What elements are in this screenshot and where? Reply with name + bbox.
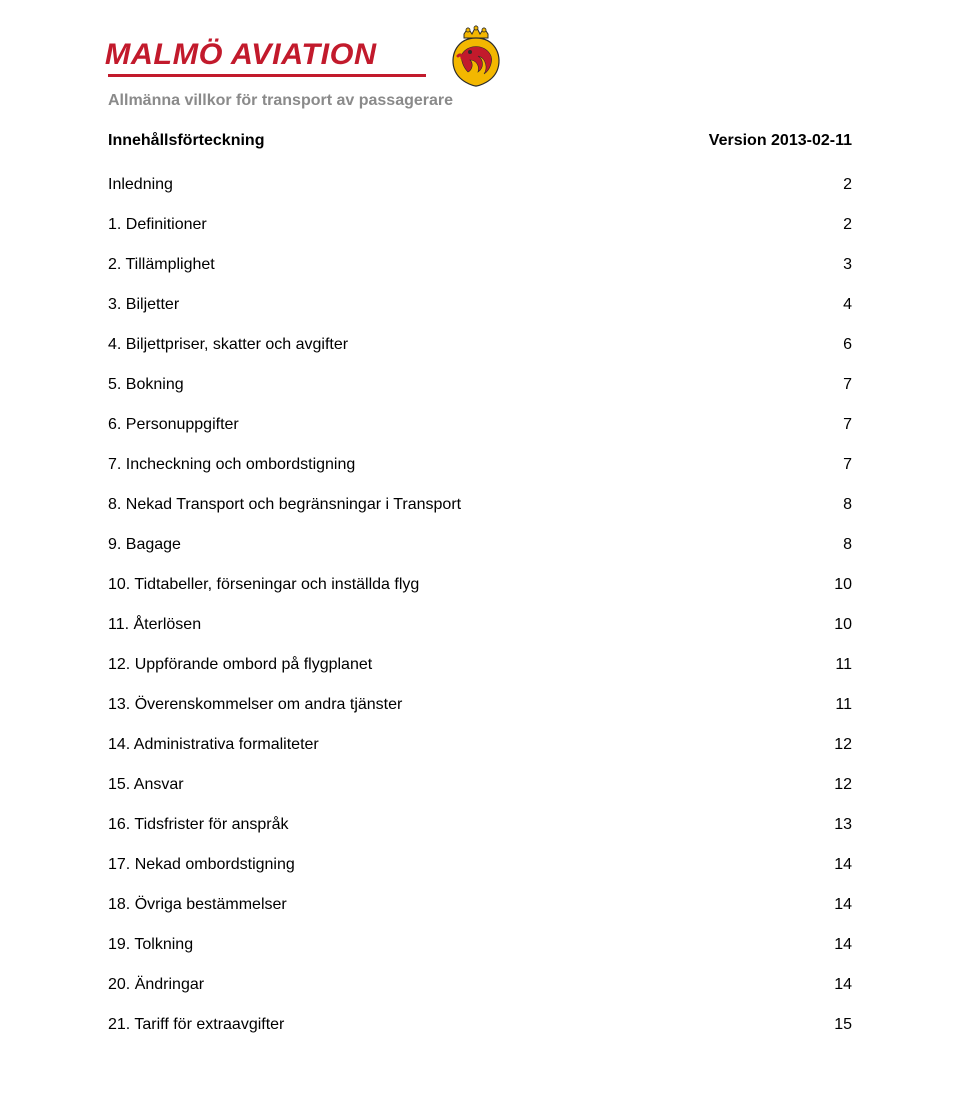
- toc-entry-page: 13: [834, 816, 852, 834]
- toc-entry-page: 8: [843, 536, 852, 554]
- toc-entry-label: 3. Biljetter: [108, 296, 179, 314]
- toc-row: 16. Tidsfrister för anspråk 13: [108, 816, 852, 834]
- toc-row: Inledning 2: [108, 176, 852, 194]
- toc-entry-page: 14: [834, 976, 852, 994]
- toc-entry-page: 7: [843, 456, 852, 474]
- toc-entry-label: 7. Incheckning och ombordstigning: [108, 456, 355, 474]
- toc-entry-page: 4: [843, 296, 852, 314]
- toc-row: 19. Tolkning 14: [108, 936, 852, 954]
- toc-entry-page: 7: [843, 376, 852, 394]
- toc-row: 4. Biljettpriser, skatter och avgifter 6: [108, 336, 852, 354]
- toc-entry-label: 16. Tidsfrister för anspråk: [108, 816, 289, 834]
- brand-wordmark-block: MALMÖ AVIATION: [108, 40, 426, 77]
- toc-row: 14. Administrativa formaliteter 12: [108, 736, 852, 754]
- toc-entry-label: 6. Personuppgifter: [108, 416, 239, 434]
- toc-row: 12. Uppförande ombord på flygplanet 11: [108, 656, 852, 674]
- toc-entry-label: 1. Definitioner: [108, 216, 207, 234]
- toc-row: 11. Återlösen 10: [108, 616, 852, 634]
- toc-entry-page: 3: [843, 256, 852, 274]
- toc-row: 13. Överenskommelser om andra tjänster 1…: [108, 696, 852, 714]
- toc-row: 18. Övriga bestämmelser 14: [108, 896, 852, 914]
- brand-header: MALMÖ AVIATION: [108, 40, 852, 88]
- toc-entry-page: 6: [843, 336, 852, 354]
- toc-title: Innehållsförteckning: [108, 132, 264, 150]
- toc-entry-page: 14: [834, 936, 852, 954]
- toc-entry-label: Inledning: [108, 176, 173, 194]
- toc-row: 20. Ändringar 14: [108, 976, 852, 994]
- toc-entry-label: 8. Nekad Transport och begränsningar i T…: [108, 496, 461, 514]
- toc-entry-label: 11. Återlösen: [108, 616, 201, 634]
- toc-entry-label: 4. Biljettpriser, skatter och avgifter: [108, 336, 348, 354]
- toc-row: 17. Nekad ombordstigning 14: [108, 856, 852, 874]
- toc-header-row: Innehållsförteckning Version 2013-02-11: [108, 132, 852, 150]
- toc-entry-label: 18. Övriga bestämmelser: [108, 896, 287, 914]
- toc-entry-label: 12. Uppförande ombord på flygplanet: [108, 656, 372, 674]
- toc-entry-label: 9. Bagage: [108, 536, 181, 554]
- toc-entry-page: 14: [834, 856, 852, 874]
- toc-entry-label: 21. Tariff för extraavgifter: [108, 1016, 284, 1034]
- toc-entry-label: 17. Nekad ombordstigning: [108, 856, 295, 874]
- toc-row: 15. Ansvar 12: [108, 776, 852, 794]
- toc-entry-label: 15. Ansvar: [108, 776, 184, 794]
- toc-entry-label: 19. Tolkning: [108, 936, 193, 954]
- toc-entry-page: 2: [843, 216, 852, 234]
- toc-row: 2. Tillämplighet 3: [108, 256, 852, 274]
- toc-row: 9. Bagage 8: [108, 536, 852, 554]
- toc-row: 10. Tidtabeller, förseningar och inställ…: [108, 576, 852, 594]
- brand-underline: [108, 74, 426, 77]
- toc-row: 6. Personuppgifter 7: [108, 416, 852, 434]
- document-page: MALMÖ AVIATION Allmänna villkor för tran…: [0, 0, 960, 1101]
- toc-row: 21. Tariff för extraavgifter 15: [108, 1016, 852, 1034]
- toc-entry-page: 12: [834, 736, 852, 754]
- toc-entry-page: 2: [843, 176, 852, 194]
- toc-entry-page: 15: [834, 1016, 852, 1034]
- toc-entry-page: 12: [834, 776, 852, 794]
- toc-entry-page: 11: [835, 656, 852, 674]
- toc-row: 3. Biljetter 4: [108, 296, 852, 314]
- toc-entry-page: 10: [834, 576, 852, 594]
- brand-crest-icon: [444, 24, 508, 88]
- toc-entry-label: 10. Tidtabeller, förseningar och inställ…: [108, 576, 419, 594]
- table-of-contents: Inledning 21. Definitioner 22. Tillämpli…: [108, 176, 852, 1056]
- document-version: Version 2013-02-11: [709, 132, 852, 150]
- brand-wordmark: MALMÖ AVIATION: [105, 40, 429, 70]
- toc-entry-label: 14. Administrativa formaliteter: [108, 736, 319, 754]
- toc-row: 1. Definitioner 2: [108, 216, 852, 234]
- toc-entry-label: 5. Bokning: [108, 376, 184, 394]
- toc-entry-page: 10: [834, 616, 852, 634]
- toc-entry-page: 8: [843, 496, 852, 514]
- toc-entry-label: 20. Ändringar: [108, 976, 204, 994]
- toc-entry-label: 13. Överenskommelser om andra tjänster: [108, 696, 402, 714]
- toc-entry-page: 14: [834, 896, 852, 914]
- toc-entry-page: 7: [843, 416, 852, 434]
- toc-row: 7. Incheckning och ombordstigning 7: [108, 456, 852, 474]
- toc-row: 8. Nekad Transport och begränsningar i T…: [108, 496, 852, 514]
- toc-row: 5. Bokning 7: [108, 376, 852, 394]
- document-subtitle: Allmänna villkor för transport av passag…: [108, 92, 852, 110]
- toc-entry-page: 11: [835, 696, 852, 714]
- toc-entry-label: 2. Tillämplighet: [108, 256, 215, 274]
